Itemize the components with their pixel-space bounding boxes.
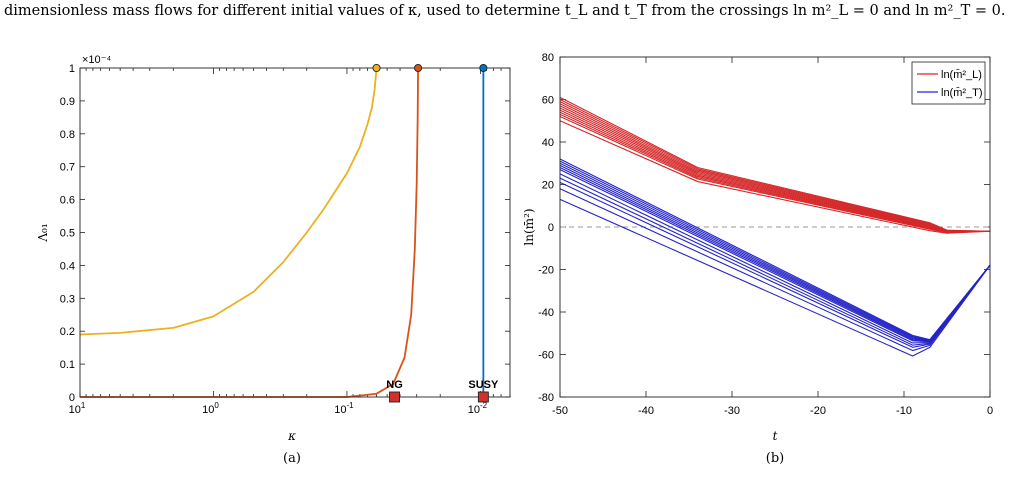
x-tick-label-a: 100 xyxy=(202,401,219,416)
x-tick-label-b: -30 xyxy=(724,405,740,417)
y-tick-label-a: 0.4 xyxy=(60,260,75,272)
y-tick-label-a: 0.1 xyxy=(60,359,75,371)
panel-a-chart: 101 100 10-1 10-200.10.20.30.40.50.60.70.80… xyxy=(36,54,511,466)
series-line-a-0 xyxy=(79,67,378,336)
y-tick-label-b: -40 xyxy=(538,307,554,319)
figure-caption: dimensionless mass flows for different i… xyxy=(4,3,1006,19)
y-tick-label-b: 60 xyxy=(542,95,554,107)
endpoint-marker-a-0 xyxy=(372,63,381,73)
y-tick-label-a: 0.9 xyxy=(60,96,75,108)
y-tick-label-a: 0.3 xyxy=(60,293,75,305)
plot-frame-a xyxy=(79,67,511,398)
legend-label-0: ln(m̄²_L) xyxy=(941,68,982,81)
benchmark-marker-susy xyxy=(477,391,489,403)
y-tick-label-b: -60 xyxy=(538,350,554,362)
x-tick-label-b: -10 xyxy=(896,405,912,417)
x-tick-label-b: 0 xyxy=(987,405,993,417)
x-tick-label-a: 10-2 xyxy=(468,401,488,416)
x-axis-label-b: t xyxy=(773,429,778,443)
plot-frame-b xyxy=(559,56,991,398)
y-exponent-label-a: ×10⁻⁴ xyxy=(82,54,111,66)
plot-area-a xyxy=(80,68,510,397)
y-tick-label-a: 0.6 xyxy=(60,195,75,207)
y-axis-label-b: ln(m̄²) xyxy=(522,208,536,245)
y-tick-label-b: 40 xyxy=(542,137,554,149)
x-tick-label-b: -50 xyxy=(552,405,568,417)
y-tick-label-b: 0 xyxy=(548,222,554,234)
mass-l-curve-10 xyxy=(559,120,991,234)
x-tick-label-b: -20 xyxy=(810,405,826,417)
panel-label-a: (a) xyxy=(283,451,301,466)
x-axis-label-a: κ xyxy=(287,429,296,443)
endpoint-marker-a-2 xyxy=(479,63,488,73)
benchmark-label-susy: SUSY xyxy=(468,379,499,391)
benchmark-label-ng: NG xyxy=(386,379,403,391)
x-tick-label-b: -40 xyxy=(638,405,654,417)
benchmark-marker-ng xyxy=(389,391,400,403)
mass-t-curve-10 xyxy=(559,198,991,357)
y-tick-label-a: 0.8 xyxy=(60,129,75,141)
y-tick-label-b: 20 xyxy=(542,180,554,192)
y-tick-label-b: -80 xyxy=(538,392,554,404)
y-tick-label-a: 1 xyxy=(69,63,75,75)
x-tick-label-a: 10-1 xyxy=(334,401,354,416)
y-tick-label-a: 0.7 xyxy=(60,162,75,174)
legend-box xyxy=(911,61,986,105)
y-axis-label-a: Λ₀₁ xyxy=(36,223,50,242)
legend-label-1: ln(m̄²_T) xyxy=(941,86,983,99)
panel-label-b: (b) xyxy=(766,451,784,466)
y-tick-label-a: 0.2 xyxy=(60,326,75,338)
y-tick-label-a: 0.5 xyxy=(60,228,75,240)
y-tick-label-a: 0 xyxy=(69,392,75,404)
endpoint-marker-a-1 xyxy=(414,63,423,73)
y-tick-label-b: 80 xyxy=(542,52,554,64)
panel-b-chart: -50 -40 -30 -20 -10 0 -80 -60 -40 -20 0 20 40 60 80 ln(… xyxy=(522,52,993,466)
mass-t-curve-9 xyxy=(559,188,991,352)
y-tick-label-b: -20 xyxy=(538,265,554,277)
